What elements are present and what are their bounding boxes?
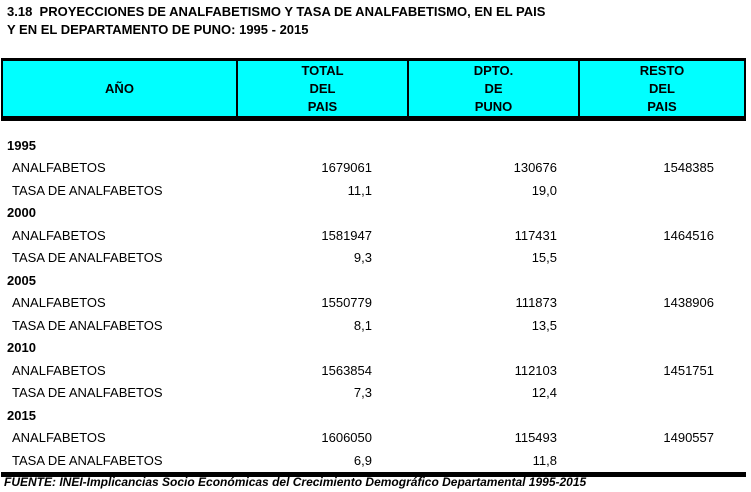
row-label: ANALFABETOS (12, 430, 106, 446)
value-puno: 117431 (514, 227, 557, 243)
row-label: TASA DE ANALFABETOS (12, 250, 163, 266)
value-total: 8,1 (353, 317, 372, 333)
value-total: 7,3 (353, 385, 372, 401)
header-puno-line3: PUNO (474, 99, 513, 114)
table-row-tasa-2005: TASA DE ANALFABETOS 8,1 13,5 (1, 314, 746, 337)
page-title-line2: Y EN EL DEPARTAMENTO DE PUNO: 1995 - 201… (7, 22, 309, 37)
value-resto: 1438906 (663, 295, 714, 311)
year-row-2015: 2015 (1, 404, 746, 427)
value-puno: 12,4 (531, 385, 557, 401)
value-puno: 130676 (513, 160, 557, 176)
page-title-line1: 3.18 PROYECCIONES DE ANALFABETISMO Y TAS… (7, 4, 546, 19)
table-bottom-rule (1, 471, 746, 477)
value-puno: 19,0 (531, 182, 557, 198)
header-total-line2: DEL (309, 81, 336, 96)
year-row-2010: 2010 (1, 337, 746, 360)
table-header-row: AÑO TOTAL DEL PAIS DPTO. DE PUNO RESTO D… (1, 58, 746, 121)
value-resto: 1451751 (663, 362, 714, 378)
header-cell-ano: AÑO (3, 61, 236, 116)
value-total: 1563854 (321, 362, 372, 378)
header-resto-line3: PAIS (647, 99, 677, 114)
row-label: TASA DE ANALFABETOS (12, 452, 163, 468)
table-row-tasa-2015: TASA DE ANALFABETOS 6,9 11,8 (1, 449, 746, 472)
year-label: 2010 (7, 340, 36, 356)
table-row-analfabetos-2000: ANALFABETOS 1581947 117431 1464516 (1, 224, 746, 247)
year-label: 2005 (7, 272, 36, 288)
value-puno: 13,5 (531, 317, 557, 333)
value-puno: 15,5 (531, 250, 557, 266)
value-puno: 115493 (514, 430, 557, 446)
table-row-analfabetos-2010: ANALFABETOS 1563854 112103 1451751 (1, 359, 746, 382)
year-row-2005: 2005 (1, 269, 746, 292)
year-label: 2015 (7, 407, 36, 423)
table-row-tasa-2000: TASA DE ANALFABETOS 9,3 15,5 (1, 247, 746, 270)
value-total: 9,3 (353, 250, 372, 266)
table-row-analfabetos-2005: ANALFABETOS 1550779 111873 1438906 (1, 292, 746, 315)
header-label-ano: AÑO (105, 80, 134, 96)
value-puno: 112103 (514, 362, 557, 378)
header-cell-total-del-pais: TOTAL DEL PAIS (236, 61, 407, 116)
value-total: 1679061 (321, 160, 372, 176)
header-resto-line2: DEL (649, 81, 675, 96)
value-total: 1581947 (321, 227, 372, 243)
table-body: 1995 ANALFABETOS 1679061 130676 1548385 … (1, 121, 746, 472)
row-label: ANALFABETOS (12, 295, 106, 311)
year-row-2000: 2000 (1, 202, 746, 225)
row-label: TASA DE ANALFABETOS (12, 317, 163, 333)
value-puno: 111873 (515, 295, 557, 311)
page-title: 3.18 PROYECCIONES DE ANALFABETISMO Y TAS… (7, 3, 545, 39)
header-cell-dpto-de-puno: DPTO. DE PUNO (407, 61, 578, 116)
table-row-tasa-2010: TASA DE ANALFABETOS 7,3 12,4 (1, 382, 746, 405)
value-resto: 1490557 (663, 430, 714, 446)
value-total: 6,9 (353, 452, 372, 468)
table-row-tasa-1995: TASA DE ANALFABETOS 11,1 19,0 (1, 179, 746, 202)
source-note: FUENTE: INEI-Implicancias Socio Económic… (4, 475, 587, 489)
header-cell-resto-del-pais: RESTO DEL PAIS (578, 61, 744, 116)
header-puno-line2: DE (484, 81, 503, 96)
row-label: TASA DE ANALFABETOS (12, 385, 163, 401)
value-total: 11,1 (347, 182, 372, 198)
header-total-line3: PAIS (307, 99, 338, 114)
value-puno: 11,8 (532, 452, 557, 468)
row-label: ANALFABETOS (12, 362, 106, 378)
row-label: ANALFABETOS (12, 160, 106, 176)
year-row-1995: 1995 (1, 134, 746, 157)
header-total-line1: TOTAL (301, 63, 344, 78)
table-row-analfabetos-1995: ANALFABETOS 1679061 130676 1548385 (1, 157, 746, 180)
header-resto-line1: RESTO (639, 63, 685, 78)
value-total: 1550779 (321, 295, 372, 311)
header-puno-line1: DPTO. (473, 63, 514, 78)
value-resto: 1548385 (663, 160, 714, 176)
projections-table: AÑO TOTAL DEL PAIS DPTO. DE PUNO RESTO D… (1, 58, 746, 477)
row-label: TASA DE ANALFABETOS (12, 182, 163, 198)
value-total: 1606050 (321, 430, 372, 446)
value-resto: 1464516 (663, 227, 714, 243)
year-label: 2000 (7, 205, 36, 221)
year-label: 1995 (7, 137, 36, 153)
table-row-analfabetos-2015: ANALFABETOS 1606050 115493 1490557 (1, 427, 746, 450)
row-label: ANALFABETOS (12, 227, 106, 243)
